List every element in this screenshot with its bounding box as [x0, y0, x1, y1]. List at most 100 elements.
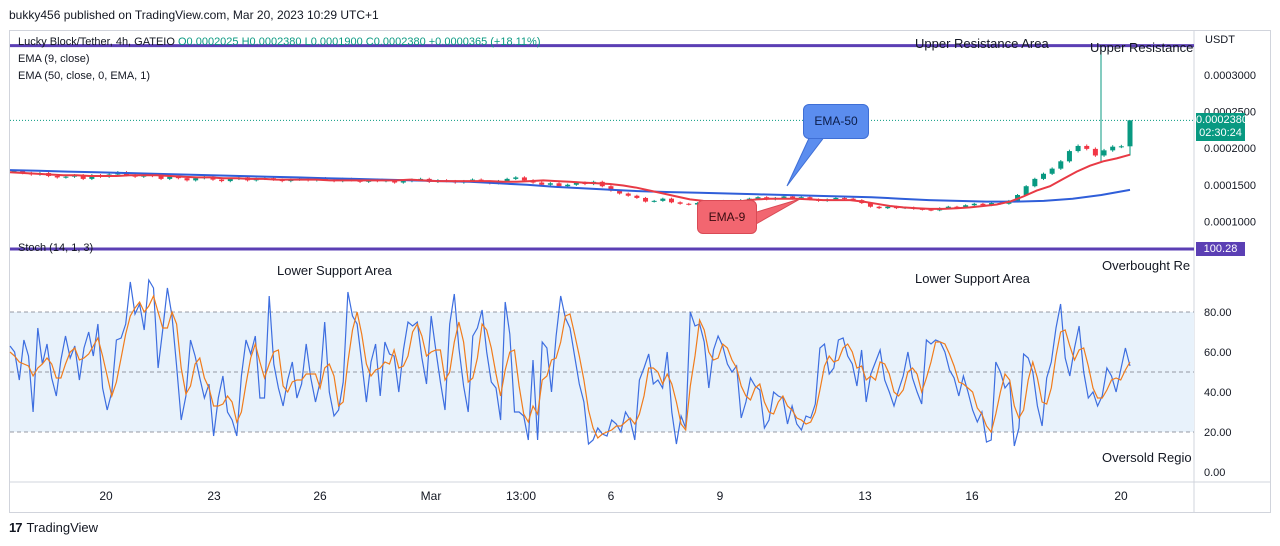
price-tick-label: 0.0003000: [1204, 70, 1256, 82]
candle-body: [1049, 168, 1055, 174]
candle-body: [781, 196, 787, 198]
stoch-tick-label: 20.00: [1204, 427, 1232, 439]
candle-body: [392, 180, 398, 183]
annotation-oversold: Oversold Regio: [1102, 450, 1192, 465]
stoch-tick-label: 40.00: [1204, 387, 1232, 399]
candle-body: [565, 184, 571, 187]
annotation-upper-resistance-right: Upper Resistance: [1090, 40, 1194, 55]
ema50-callout-pointer: [786, 135, 827, 187]
legend-ohlc: O0.0002025 H0.0002380 L0.0001900 C0.0002…: [177, 36, 541, 48]
candle-body: [521, 177, 527, 181]
candle-body: [617, 190, 623, 194]
candle-body: [790, 196, 796, 199]
candle-body: [660, 198, 666, 201]
candle-countdown: 02:30:24: [1199, 127, 1242, 139]
time-tick-label: 20: [1114, 489, 1128, 503]
candle-body: [1110, 146, 1116, 151]
candle-body: [158, 175, 164, 179]
candle-body: [167, 176, 173, 179]
candle-body: [1118, 146, 1124, 148]
candle-body: [184, 178, 190, 181]
ema9-callout: EMA-9: [697, 200, 757, 234]
time-tick-label: Mar: [421, 489, 442, 503]
candle-body: [963, 205, 969, 208]
stoch-tick-label: 80.00: [1204, 307, 1232, 319]
candle-body: [556, 183, 562, 187]
annotation-overbought: Overbought Re: [1102, 258, 1191, 273]
ema9-line: [9, 153, 1131, 210]
legend-symbol-row: Lucky Block/Tether, 4h, GATEIO O0.000202…: [18, 36, 540, 48]
candle-body: [867, 203, 873, 207]
candle-body: [89, 175, 95, 179]
currency-label: USDT: [1205, 34, 1235, 46]
price-tick-label: 0.0001500: [1204, 180, 1256, 192]
time-tick-label: 20: [99, 489, 113, 503]
time-tick-label: 13: [858, 489, 872, 503]
footer: 17 TradingView: [9, 520, 98, 535]
candle-body: [80, 175, 86, 179]
candle-body: [634, 195, 640, 198]
time-tick-label: 16: [965, 489, 979, 503]
resistance-axis-mask: [1196, 39, 1245, 52]
candle-body: [971, 203, 977, 206]
candle-body: [651, 200, 657, 202]
time-tick-label: 26: [313, 489, 327, 503]
candle-body: [63, 176, 69, 178]
candle-body: [643, 197, 649, 202]
candle-body: [755, 197, 761, 199]
candle-body: [1040, 173, 1046, 179]
legend-symbol[interactable]: Lucky Block/Tether, 4h, GATEIO: [18, 36, 175, 48]
price-tick-label: 0.0002000: [1204, 143, 1256, 155]
candles-group: [11, 45, 1133, 212]
candle-body: [193, 178, 199, 181]
candle-body: [928, 209, 934, 211]
ema9-callout-label: EMA-9: [708, 210, 746, 224]
footer-brand[interactable]: TradingView: [26, 520, 99, 535]
current-price-badge: 0.0002380 02:30:24: [1196, 113, 1248, 141]
legend-ema9[interactable]: EMA (9, close): [18, 53, 90, 65]
annotation-upper-resistance-area: Upper Resistance Area: [915, 36, 1049, 51]
time-tick-label: 23: [207, 489, 221, 503]
candle-body: [608, 186, 614, 191]
ema50-callout: EMA-50: [803, 104, 869, 139]
candle-body: [227, 178, 233, 182]
legend-ema50[interactable]: EMA (50, close, 0, EMA, 1): [18, 70, 151, 82]
chart-frame[interactable]: [9, 30, 1271, 513]
candle-body: [1084, 145, 1090, 149]
time-tick-label: 13:00: [506, 489, 536, 503]
candle-body: [1066, 151, 1072, 162]
price-tick-label: 0.0001000: [1204, 216, 1256, 228]
candle-body: [219, 179, 225, 182]
stoch-k-line: [9, 278, 1131, 447]
candle-body: [842, 197, 848, 199]
candle-body: [980, 203, 986, 206]
current-price: 0.0002380: [1196, 114, 1248, 126]
legend-stoch[interactable]: Stoch (14, 1, 3): [18, 242, 94, 254]
candle-body: [850, 198, 856, 201]
annotation-lower-support-area-1: Lower Support Area: [277, 263, 392, 278]
candle-body: [885, 206, 891, 209]
ema9-callout-pointer: [749, 198, 801, 225]
candle-body: [1101, 150, 1107, 156]
candle-body: [1032, 178, 1038, 187]
candle-body: [54, 175, 60, 178]
candle-body: [573, 182, 579, 185]
candle-body: [686, 203, 692, 205]
candle-body: [798, 197, 804, 199]
candle-body: [876, 206, 882, 209]
candle-body: [833, 197, 839, 200]
publisher-line: bukky456 published on TradingView.com, M…: [9, 8, 379, 22]
candle-body: [20, 170, 26, 174]
candle-body: [1075, 145, 1081, 152]
candle-body: [513, 177, 519, 179]
time-tick-label: 6: [608, 489, 615, 503]
candle-body: [539, 182, 545, 185]
candle-body: [11, 170, 17, 172]
candle-body: [504, 178, 510, 182]
ema50-line: [9, 169, 1131, 203]
candle-body: [400, 181, 406, 183]
candle-body: [547, 183, 553, 185]
candle-body: [1023, 186, 1029, 195]
annotation-lower-support-area-2: Lower Support Area: [915, 271, 1030, 286]
